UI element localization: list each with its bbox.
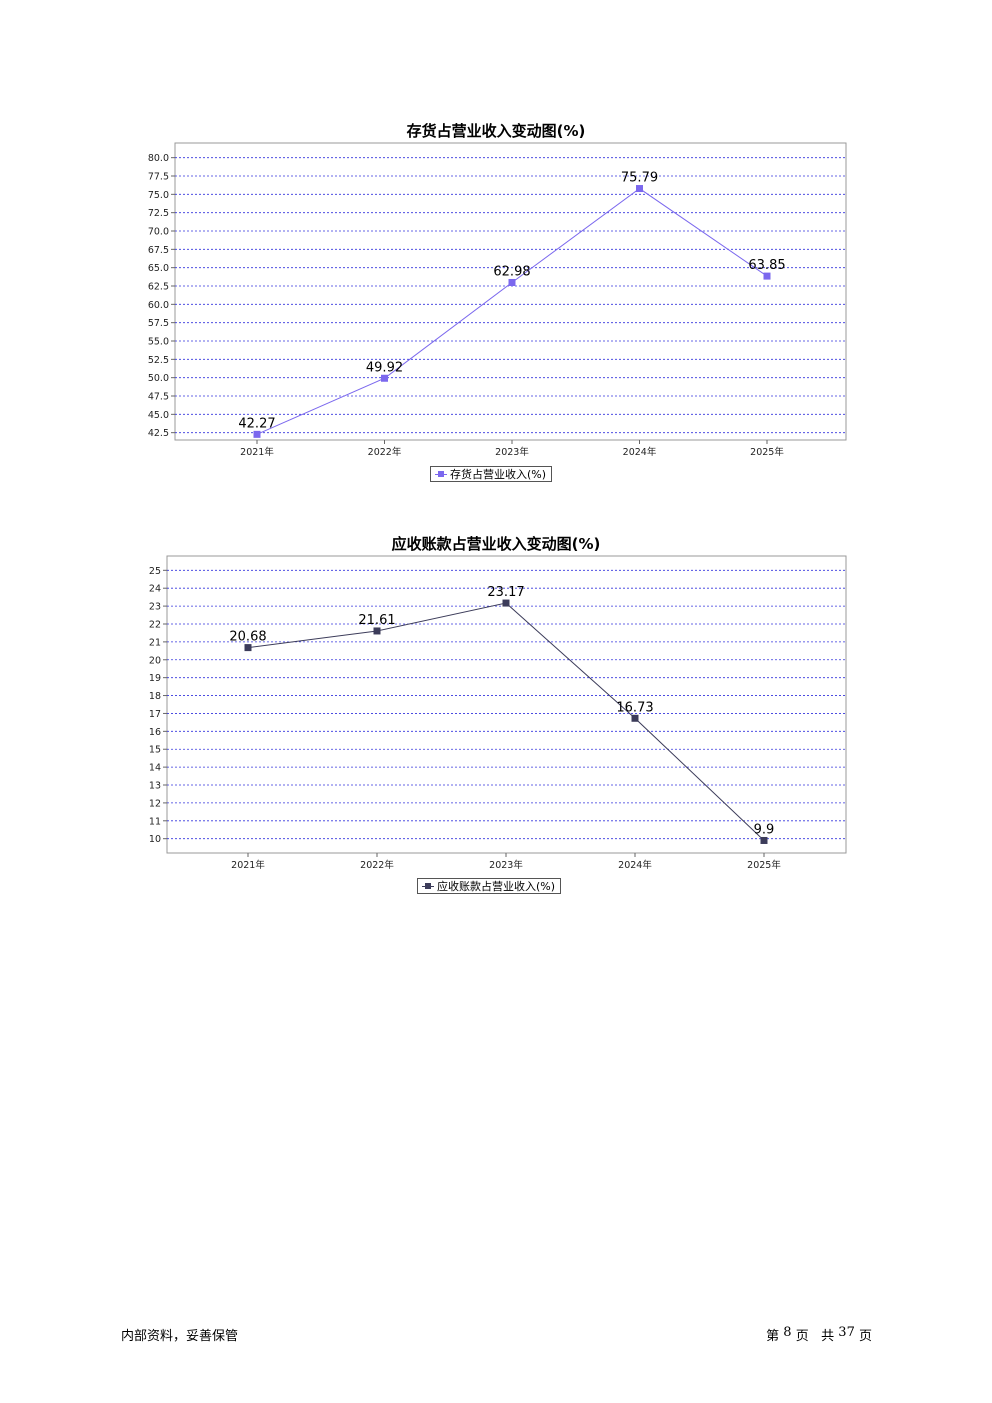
page-suffix: 页 xyxy=(858,1329,872,1344)
data-label: 9.9 xyxy=(754,822,775,837)
chart-title: 应收账款占营业收入变动图(%) xyxy=(391,535,601,553)
y-tick-label: 57.5 xyxy=(148,318,169,329)
x-tick-label: 2025年 xyxy=(750,446,784,458)
x-tick-label: 2022年 xyxy=(360,859,394,871)
page-number: 8 xyxy=(783,1325,792,1340)
legend-marker-icon xyxy=(422,882,434,890)
data-point xyxy=(244,644,252,652)
footer-page-info: 第 8 页 共 37 页 xyxy=(766,1325,872,1344)
y-tick-label: 80.0 xyxy=(148,153,169,164)
footer-confidential-note: 内部资料，妥善保管 xyxy=(121,1329,239,1344)
page-prefix: 第 xyxy=(766,1329,780,1344)
legend-label: 存货占营业收入(%) xyxy=(450,468,547,481)
y-tick-label: 13 xyxy=(149,781,161,792)
y-tick-label: 24 xyxy=(149,584,161,595)
data-point xyxy=(502,599,510,607)
data-label: 62.98 xyxy=(493,264,530,279)
data-label: 20.68 xyxy=(229,630,266,645)
data-point xyxy=(636,185,643,193)
y-tick-label: 19 xyxy=(149,673,161,684)
y-tick-label: 60.0 xyxy=(148,300,169,311)
plot-area xyxy=(174,142,847,441)
y-tick-label: 45.0 xyxy=(148,410,169,421)
x-tick-label: 2024年 xyxy=(618,859,652,871)
y-tick-label: 72.5 xyxy=(148,208,169,219)
legend: 应收账款占营业收入(%) xyxy=(417,878,562,894)
y-tick-label: 42.5 xyxy=(148,428,169,439)
y-tick-label: 75.0 xyxy=(148,190,169,201)
chart-inventory-plot: 80.0 77.5 75.0 72.5 70.0 67.5 65.0 62.5 60.0 57.5… xyxy=(148,142,847,458)
y-tick-label: 50.0 xyxy=(148,373,169,384)
legend-label: 应收账款占营业收入(%) xyxy=(437,880,556,893)
y-tick-label: 70.0 xyxy=(148,227,169,238)
y-tick-label: 67.5 xyxy=(148,245,169,256)
x-tick-label: 2025年 xyxy=(747,859,781,871)
chart-title: 存货占营业收入变动图(%) xyxy=(406,122,586,140)
x-tick-label: 2023年 xyxy=(489,859,523,871)
data-point xyxy=(763,272,771,280)
x-tick-label: 2021年 xyxy=(231,859,265,871)
x-tick-label: 2021年 xyxy=(240,446,274,458)
data-point xyxy=(373,627,381,635)
data-point xyxy=(253,430,261,438)
y-tick-label: 25 xyxy=(149,566,161,577)
data-label: 42.27 xyxy=(238,416,275,431)
y-tick-label: 15 xyxy=(149,745,161,756)
y-tick-label: 10 xyxy=(149,834,161,845)
data-point xyxy=(760,836,768,844)
data-point xyxy=(508,278,516,286)
total-pages: 37 xyxy=(838,1325,855,1340)
y-tick-label: 65.0 xyxy=(148,263,169,274)
chart-receivables-plot: 25 24 23 22 21 20 19 18 17 16 15 14 13 12 11 10 2021年 202… xyxy=(149,555,847,871)
data-point xyxy=(381,374,388,382)
y-tick-label: 12 xyxy=(149,798,161,809)
y-tick-label: 22 xyxy=(149,619,161,630)
y-tick-label: 16 xyxy=(149,727,161,738)
y-tick-label: 52.5 xyxy=(148,355,169,366)
legend: 存货占营业收入(%) xyxy=(430,466,553,482)
data-label: 75.79 xyxy=(621,171,658,186)
page-mid: 页 xyxy=(795,1329,809,1344)
y-tick-label: 20 xyxy=(149,655,161,666)
y-tick-label: 11 xyxy=(149,816,161,827)
y-tick-label: 14 xyxy=(149,763,161,774)
x-tick-label: 2023年 xyxy=(495,446,529,458)
x-tick-label: 2024年 xyxy=(623,446,657,458)
y-tick-label: 55.0 xyxy=(148,337,169,348)
total-prefix: 共 xyxy=(821,1329,835,1344)
y-tick-label: 21 xyxy=(149,637,161,648)
x-tick-label: 2022年 xyxy=(368,446,402,458)
data-label: 16.73 xyxy=(616,700,653,715)
data-label: 49.92 xyxy=(366,360,403,375)
y-tick-label: 47.5 xyxy=(148,392,169,403)
y-tick-label: 77.5 xyxy=(148,172,169,183)
data-point xyxy=(631,714,639,722)
data-label: 23.17 xyxy=(487,585,524,600)
y-tick-label: 62.5 xyxy=(148,282,169,293)
legend-marker-icon xyxy=(435,470,447,478)
y-tick-label: 23 xyxy=(149,602,161,613)
y-tick-label: 18 xyxy=(149,691,161,702)
y-tick-label: 17 xyxy=(149,709,161,720)
data-label: 63.85 xyxy=(748,258,785,273)
data-label: 21.61 xyxy=(358,613,395,628)
